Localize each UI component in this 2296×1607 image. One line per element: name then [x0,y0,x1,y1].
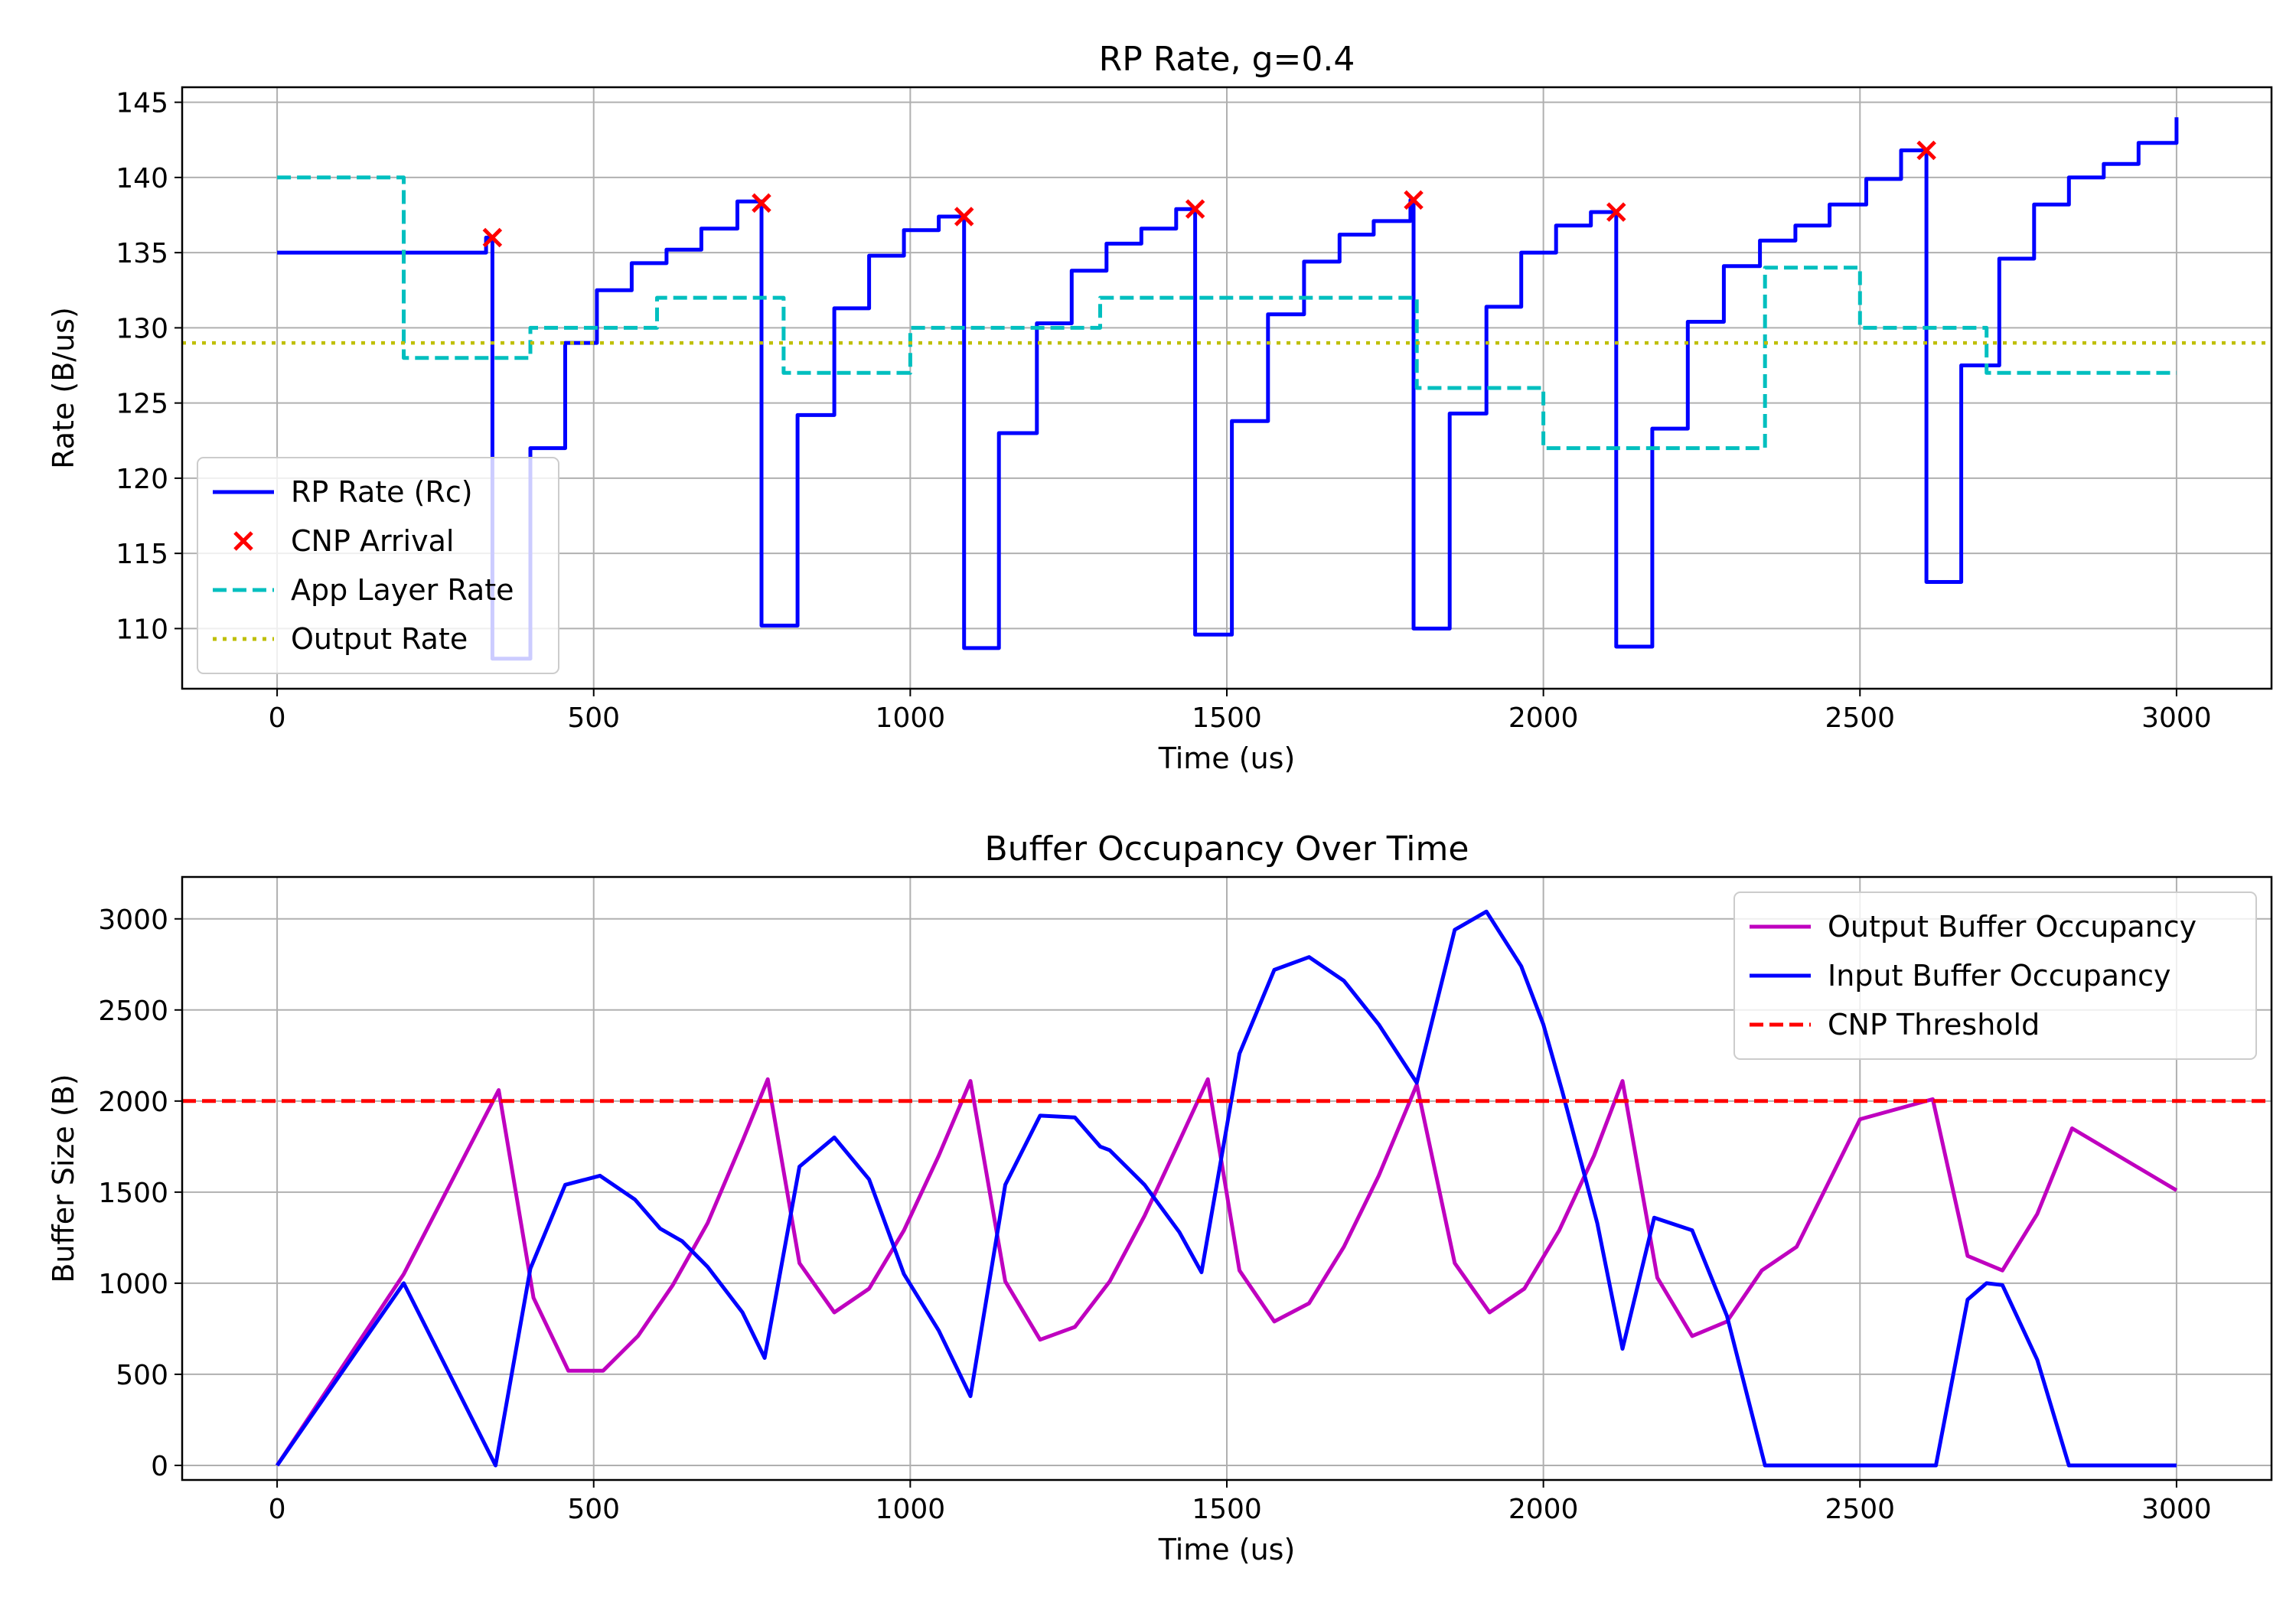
chart0-legend-entry-app-layer-rate: App Layer Rate [213,573,514,607]
chart1-legend-entry-input-buffer-occupancy: Input Buffer Occupancy [1750,959,2171,993]
chart0-x-tick-label: 0 [269,702,286,734]
chart0-cnp-arrival-marker [752,193,771,214]
chart0-legend-entry-rp-rate-rc-label: RP Rate (Rc) [291,475,473,509]
chart0-cnp-arrival-marker [1606,202,1626,222]
chart0-legend-entry-cnp-arrival-label: CNP Arrival [291,524,454,558]
chart0-cnp-arrival-marker [1916,140,1936,161]
chart0-y-tick-label: 115 [116,539,168,570]
chart0-cnp-arrival-marker [1404,190,1424,210]
chart0-y-tick-label: 135 [116,238,168,269]
chart0-y-tick-label: 110 [116,614,168,645]
chart0-y-tick-label: 120 [116,464,168,495]
chart0-x-axis-label: Time (us) [1158,742,1296,775]
chart0-legend-entry-cnp-arrival: CNP Arrival [233,524,454,558]
chart0-x-tick-label: 2000 [1508,702,1579,734]
chart0-x-tick-label: 1000 [876,702,946,734]
chart0-legend-entry-app-layer-rate-label: App Layer Rate [291,573,514,607]
chart0-title: RP Rate, g=0.4 [1099,40,1355,79]
chart1-legend-entry-output-buffer-occupancy-label: Output Buffer Occupancy [1828,910,2197,944]
chart1-x-tick-label: 1500 [1192,1494,1262,1525]
chart0-x-tick-label: 500 [567,702,620,734]
chart1-legend: Output Buffer Occupancy Input Buffer Occu… [1733,892,2257,1060]
rp-rate-chart: 0 500 1000 1500 2000 2500 3000 110 115 120 125 130 1… [47,40,2273,775]
chart1-y-tick-label: 500 [116,1360,168,1391]
chart0-y-tick-label: 140 [116,163,168,194]
chart1-axes-frame [181,875,2273,1482]
chart1-legend-entry-cnp-threshold-label: CNP Threshold [1828,1008,2040,1041]
chart1-legend-entry-input-buffer-occupancy-label: Input Buffer Occupancy [1828,959,2171,993]
chart0-x-tick-label: 3000 [2141,702,2212,734]
chart1-x-tick-label: 1000 [876,1494,946,1525]
chart1-title: Buffer Occupancy Over Time [985,830,1469,869]
chart1-legend-entry-cnp-threshold: CNP Threshold [1750,1008,2040,1041]
chart0-legend-box [197,457,559,674]
chart0-app-layer-rate-line [277,175,2177,451]
chart0-cnp-arrival-marker [1185,199,1205,219]
chart0-legend-entry-output-rate-label: Output Rate [291,622,468,656]
chart0-legend-entry-output-rate: Output Rate [213,622,468,656]
chart0-y-tick-label: 145 [116,88,168,119]
chart1-x-tick-label: 3000 [2141,1494,2212,1525]
chart0-x-tick-label: 2500 [1825,702,1895,734]
chart0-y-axis-label: Rate (B/us) [47,307,80,469]
chart1-legend-entry-output-buffer-occupancy: Output Buffer Occupancy [1750,910,2197,944]
chart1-y-axis-label: Buffer Size (B) [47,1074,80,1283]
chart0-x-tick-label: 1500 [1192,702,1262,734]
chart1-y-tick-label: 0 [151,1451,168,1482]
chart1-y-tick-label: 3000 [98,905,168,936]
chart0-cnp-arrival-marker [954,207,974,227]
buffer-occupancy-chart: 0 500 1000 1500 2000 2500 3000 0 500 1000 1500 2000… [47,830,2273,1566]
chart1-x-axis-label: Time (us) [1158,1533,1296,1566]
chart0-rp-rate-rc-line [277,117,2179,661]
chart1-y-tick-label: 1500 [98,1178,168,1209]
chart0-y-tick-label: 125 [116,389,168,420]
chart1-x-tick-label: 500 [567,1494,620,1525]
chart1-plot-area [182,909,2272,1468]
chart0-legend: RP Rate (Rc) CNP Arrival App Layer Rate Out… [197,457,559,674]
chart1-y-tick-label: 2000 [98,1087,168,1118]
chart1-x-tick-label: 2000 [1508,1494,1579,1525]
chart0-y-tick-label: 130 [116,313,168,344]
chart1-legend-box [1733,892,2257,1060]
chart0-cnp-arrival-marker [482,227,503,248]
chart1-x-tick-label: 2500 [1825,1494,1895,1525]
chart1-input-buffer-occupancy-line [276,909,2177,1468]
chart1-y-tick-label: 2500 [98,996,168,1027]
chart0-legend-entry-rp-rate-rc: RP Rate (Rc) [213,475,473,509]
chart0-axes-frame [181,86,2273,690]
chart1-x-tick-label: 0 [269,1494,286,1525]
chart0-plot-area [182,117,2272,661]
chart1-output-buffer-occupancy-line [276,1077,2178,1467]
chart1-y-tick-label: 1000 [98,1269,168,1300]
